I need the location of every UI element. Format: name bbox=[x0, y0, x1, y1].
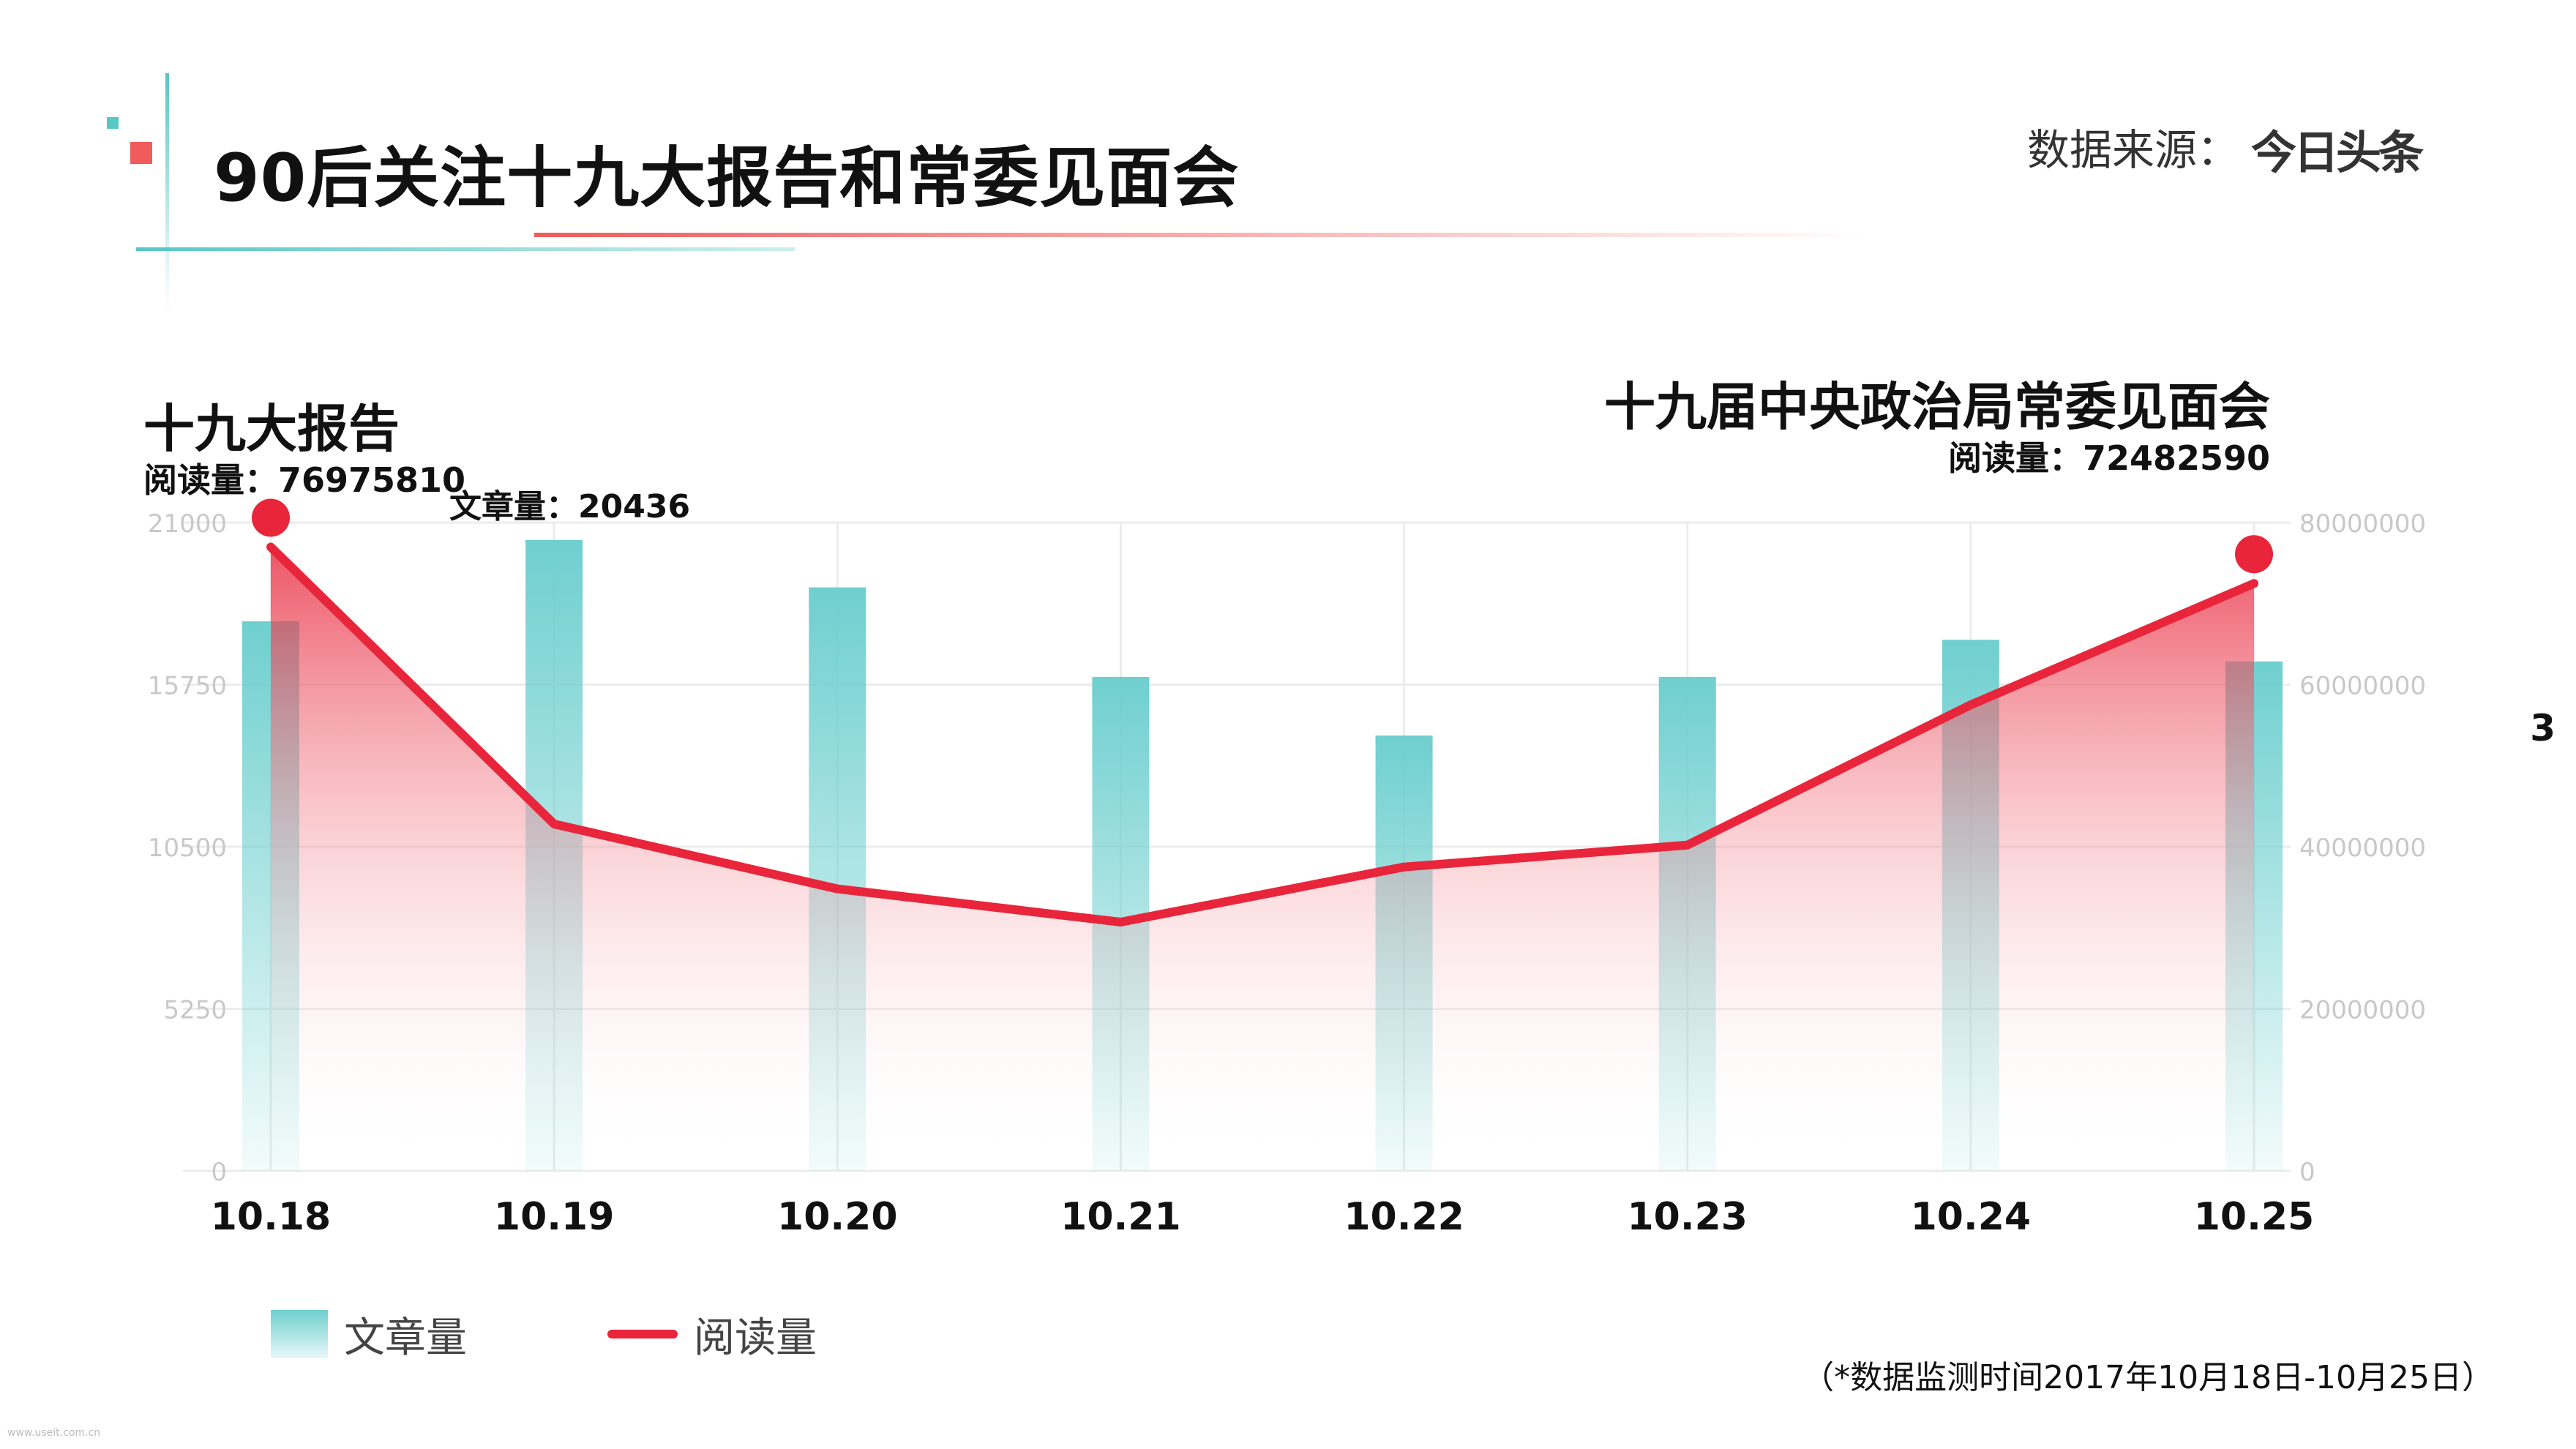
legend-bar-label: 文章量 bbox=[344, 1314, 467, 1362]
legend-item-line: 阅读量 bbox=[607, 1308, 817, 1362]
source-label: 数据来源： bbox=[2026, 125, 2239, 175]
watermark: www.useit.com.cn bbox=[7, 1427, 101, 1439]
page-title: 90后关注十九大报告和常委见面会 bbox=[214, 140, 1240, 217]
y-left-tick-label: 10500 bbox=[148, 834, 227, 863]
right-read-count: 阅读量：72482590 bbox=[1947, 438, 2270, 478]
x-tick-label: 10.18 bbox=[211, 1195, 331, 1239]
line-area bbox=[271, 547, 2254, 1171]
x-tick-label: 10.20 bbox=[777, 1195, 897, 1239]
axes: 0 0 5250 20000000 10500 40000000 15750 60000000… bbox=[148, 509, 2426, 1239]
y-left-tick-label: 15750 bbox=[148, 672, 227, 701]
y-right-tick-label: 0 bbox=[2299, 1158, 2315, 1187]
x-tick-label: 10.25 bbox=[2194, 1195, 2314, 1239]
y-right-tick-label: 40000000 bbox=[2299, 834, 2426, 863]
y-right-tick-label: 80000000 bbox=[2299, 509, 2426, 539]
line-area-fill bbox=[271, 547, 2254, 1171]
legend-line-swatch bbox=[607, 1330, 678, 1338]
highlight-point bbox=[2235, 535, 2273, 574]
right-heading: 十九届中央政治局常委见面会 bbox=[1604, 377, 2270, 437]
x-tick-label: 10.21 bbox=[1060, 1195, 1180, 1239]
line-series bbox=[252, 498, 2273, 926]
x-tick-label: 10.24 bbox=[1911, 1195, 2031, 1239]
read-count-line bbox=[266, 542, 2258, 926]
legend-item-bars: 文章量 bbox=[271, 1308, 467, 1362]
x-tick-label: 10.19 bbox=[494, 1195, 614, 1239]
y-left-tick-label: 5250 bbox=[163, 996, 227, 1025]
legend-line-label: 阅读量 bbox=[694, 1314, 817, 1362]
accent-square-small bbox=[107, 117, 119, 129]
y-right-tick-label: 60000000 bbox=[2299, 672, 2426, 701]
accent-hline-red bbox=[534, 233, 1873, 237]
page-number: 3 bbox=[2530, 707, 2556, 749]
left-read-count: 阅读量：76975810 bbox=[143, 460, 466, 500]
x-tick-label: 10.22 bbox=[1344, 1195, 1464, 1239]
footnote: （*数据监测时间2017年10月18日-10月25日） bbox=[1802, 1359, 2494, 1396]
legend-bar-swatch bbox=[271, 1310, 328, 1358]
accent-square-red bbox=[130, 142, 152, 164]
y-left-tick-label: 0 bbox=[211, 1158, 227, 1187]
article-count-note: 文章量：20436 bbox=[449, 488, 691, 525]
source-logo: 今日头条 bbox=[2250, 126, 2424, 179]
accent-vline bbox=[165, 73, 169, 315]
y-left-tick-label: 21000 bbox=[148, 509, 227, 539]
accent-hline-teal bbox=[136, 247, 795, 251]
y-right-tick-label: 20000000 bbox=[2299, 996, 2426, 1025]
x-tick-label: 10.23 bbox=[1627, 1195, 1747, 1239]
highlight-point bbox=[252, 498, 290, 537]
left-heading: 十九大报告 bbox=[143, 399, 400, 459]
